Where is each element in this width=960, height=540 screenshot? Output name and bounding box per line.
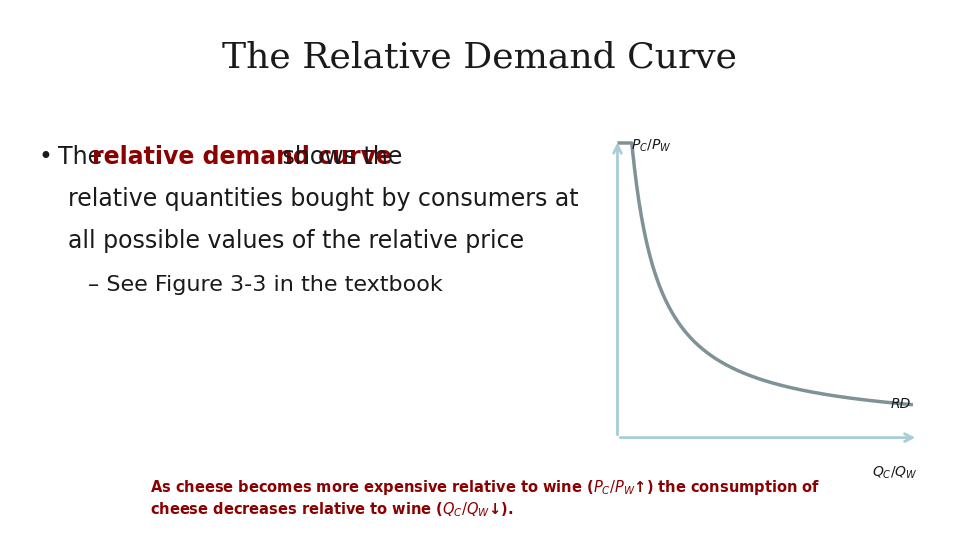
Text: – See Figure 3-3 in the textbook: – See Figure 3-3 in the textbook (88, 275, 443, 295)
Text: The: The (58, 145, 109, 169)
Text: all possible values of the relative price: all possible values of the relative pric… (68, 229, 524, 253)
Text: cheese decreases relative to wine ($Q_C/Q_W$↓).: cheese decreases relative to wine ($Q_C/… (150, 500, 514, 519)
Text: $Q_C/Q_W$: $Q_C/Q_W$ (873, 464, 918, 481)
Text: $P_C/P_W$: $P_C/P_W$ (632, 138, 672, 154)
Text: •: • (38, 145, 52, 169)
Text: relative demand curve: relative demand curve (92, 145, 392, 169)
Text: RD: RD (891, 397, 911, 411)
Text: relative quantities bought by consumers at: relative quantities bought by consumers … (68, 187, 579, 211)
Text: As cheese becomes more expensive relative to wine ($P_C/P_W$↑) the consumption o: As cheese becomes more expensive relativ… (150, 478, 820, 497)
Text: The Relative Demand Curve: The Relative Demand Curve (223, 40, 737, 74)
Text: shows the: shows the (275, 145, 402, 169)
